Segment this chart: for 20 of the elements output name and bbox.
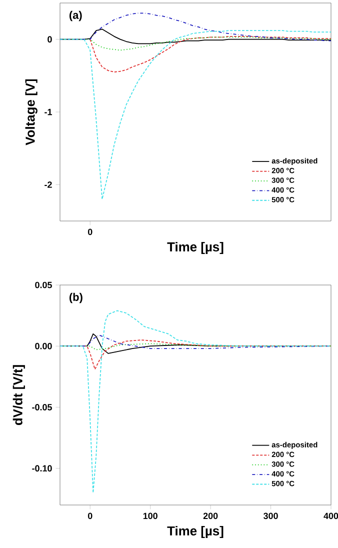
- y-tick-label: -0.05: [32, 404, 52, 410]
- x-axis-title: Time [µs]: [167, 242, 224, 254]
- y-tick-label: 0.05: [35, 282, 52, 288]
- line-series: [60, 310, 331, 494]
- x-tick-label: 200: [203, 512, 218, 520]
- y-tick-label: 0: [48, 36, 52, 43]
- y-tick-label: -0.10: [32, 465, 52, 472]
- x-tick-label: 400: [324, 512, 338, 520]
- x-tick-label: 100: [143, 512, 158, 520]
- text: (b): [69, 292, 82, 304]
- line-series: [60, 343, 331, 350]
- x-axis-title: Time [µs]: [167, 526, 224, 538]
- y-tick-label: -1: [44, 108, 52, 116]
- y-tick-label: 0.00: [35, 342, 52, 350]
- y-tick-label: -2: [44, 182, 52, 188]
- x-tick-label: 300: [264, 512, 278, 520]
- y-axis-title: Voltage [V]: [25, 79, 38, 146]
- text: (a): [69, 10, 82, 22]
- x-tick-label: 0: [88, 512, 92, 520]
- y-axis-title: dV/dt [V/t]: [12, 365, 25, 426]
